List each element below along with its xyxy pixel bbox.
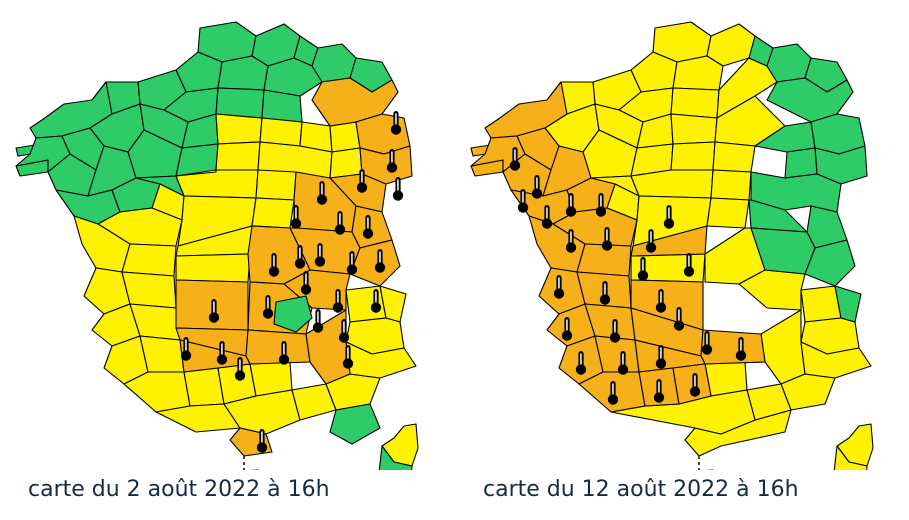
departments-left <box>15 21 419 470</box>
map-panel-left: carte du 2 août 2022 à 16h <box>0 0 454 520</box>
departments-right <box>470 21 874 470</box>
thermometer-icon <box>312 309 324 333</box>
france-map-left[interactable] <box>0 0 454 470</box>
map-caption-left: carte du 2 août 2022 à 16h <box>28 477 330 502</box>
map-panel-right: carte du 12 août 2022 à 16h <box>455 0 909 520</box>
france-map-right[interactable] <box>455 0 909 470</box>
map-caption-right: carte du 12 août 2022 à 16h <box>483 477 799 502</box>
